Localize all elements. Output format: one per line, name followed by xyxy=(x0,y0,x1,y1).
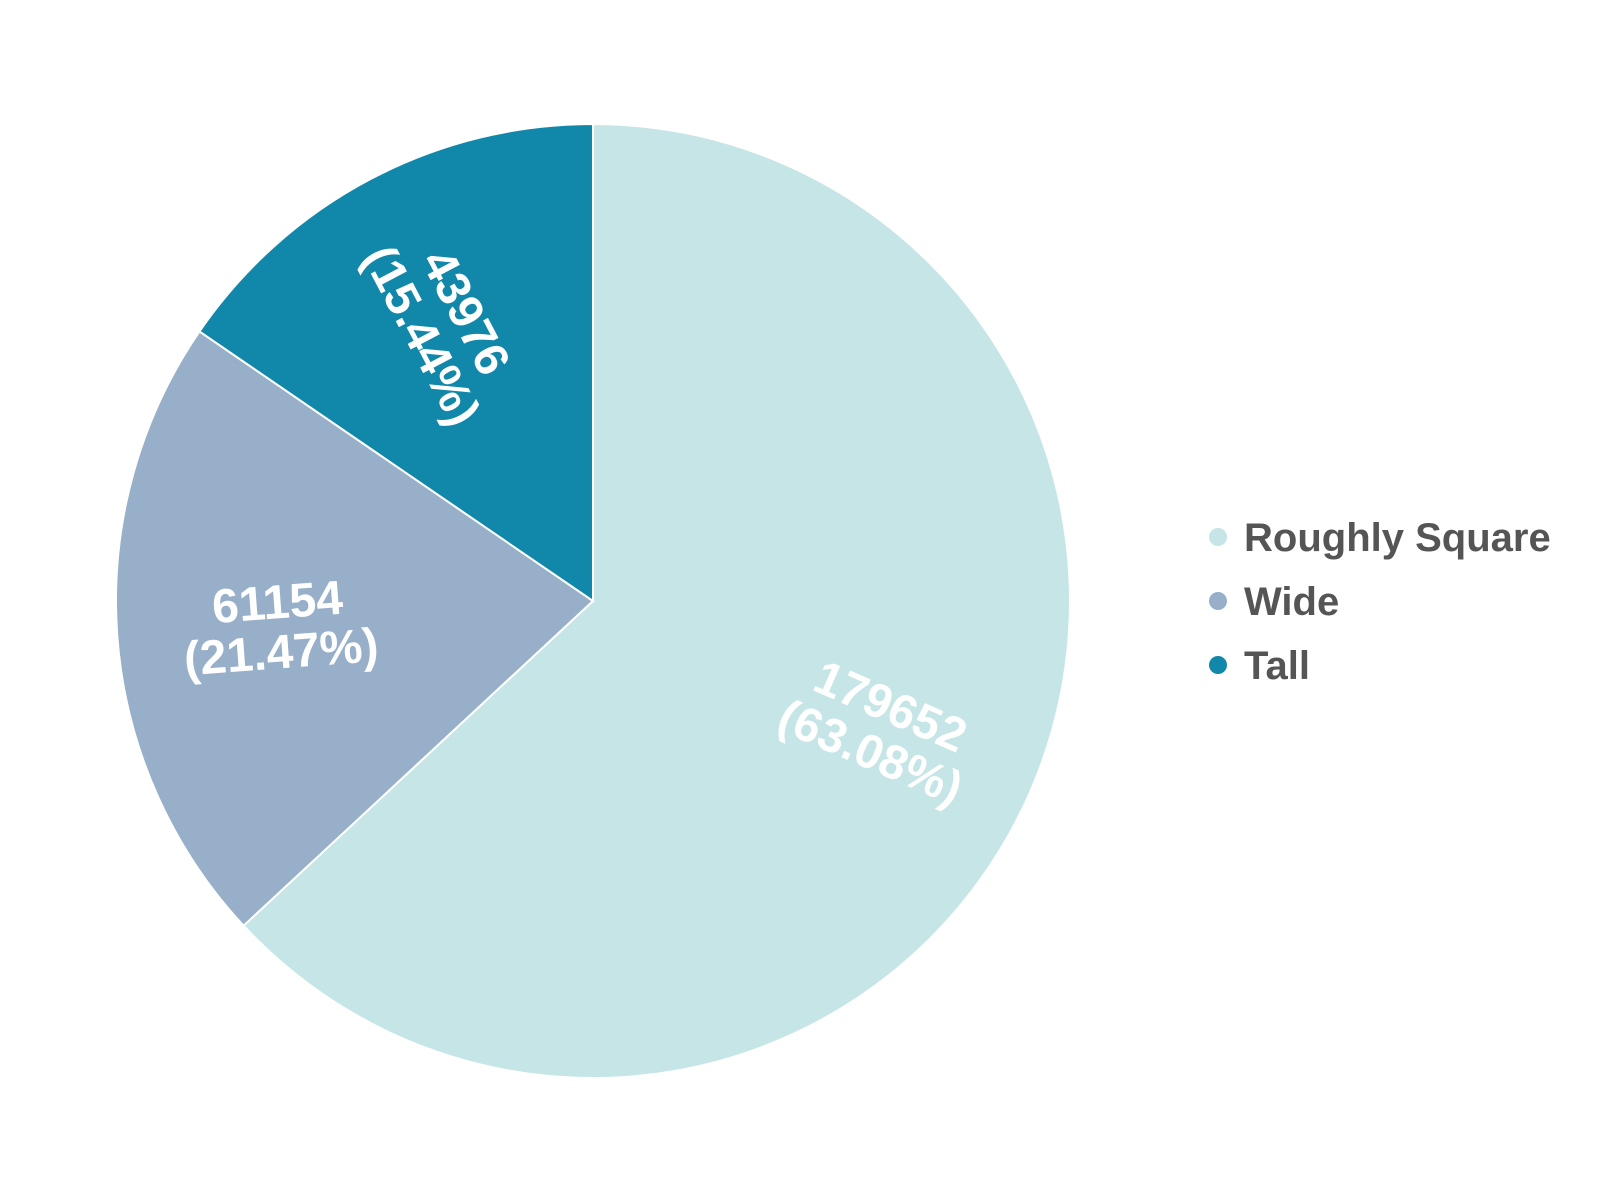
legend-item-wide: Wide xyxy=(1209,580,1339,624)
pie-slice-roughly-square xyxy=(242,122,1071,1079)
slice-value-label: 61154 xyxy=(210,572,345,635)
legend-marker-icon xyxy=(1209,592,1227,610)
legend-label: Roughly Square xyxy=(1244,516,1551,560)
legend: Roughly Square Wide Tall xyxy=(1209,516,1551,688)
pie-slice-wide xyxy=(115,330,595,928)
legend-marker-icon xyxy=(1209,528,1227,546)
legend-label: Wide xyxy=(1244,580,1339,624)
slice-label-wide: 61154(21.47%) xyxy=(182,572,380,687)
pie-slice-tall xyxy=(198,122,594,603)
pie-slices xyxy=(115,122,1071,1079)
legend-marker-icon xyxy=(1209,656,1227,674)
legend-item-roughly-square: Roughly Square xyxy=(1209,516,1551,560)
legend-item-tall: Tall xyxy=(1209,644,1310,688)
legend-label: Tall xyxy=(1244,644,1310,688)
